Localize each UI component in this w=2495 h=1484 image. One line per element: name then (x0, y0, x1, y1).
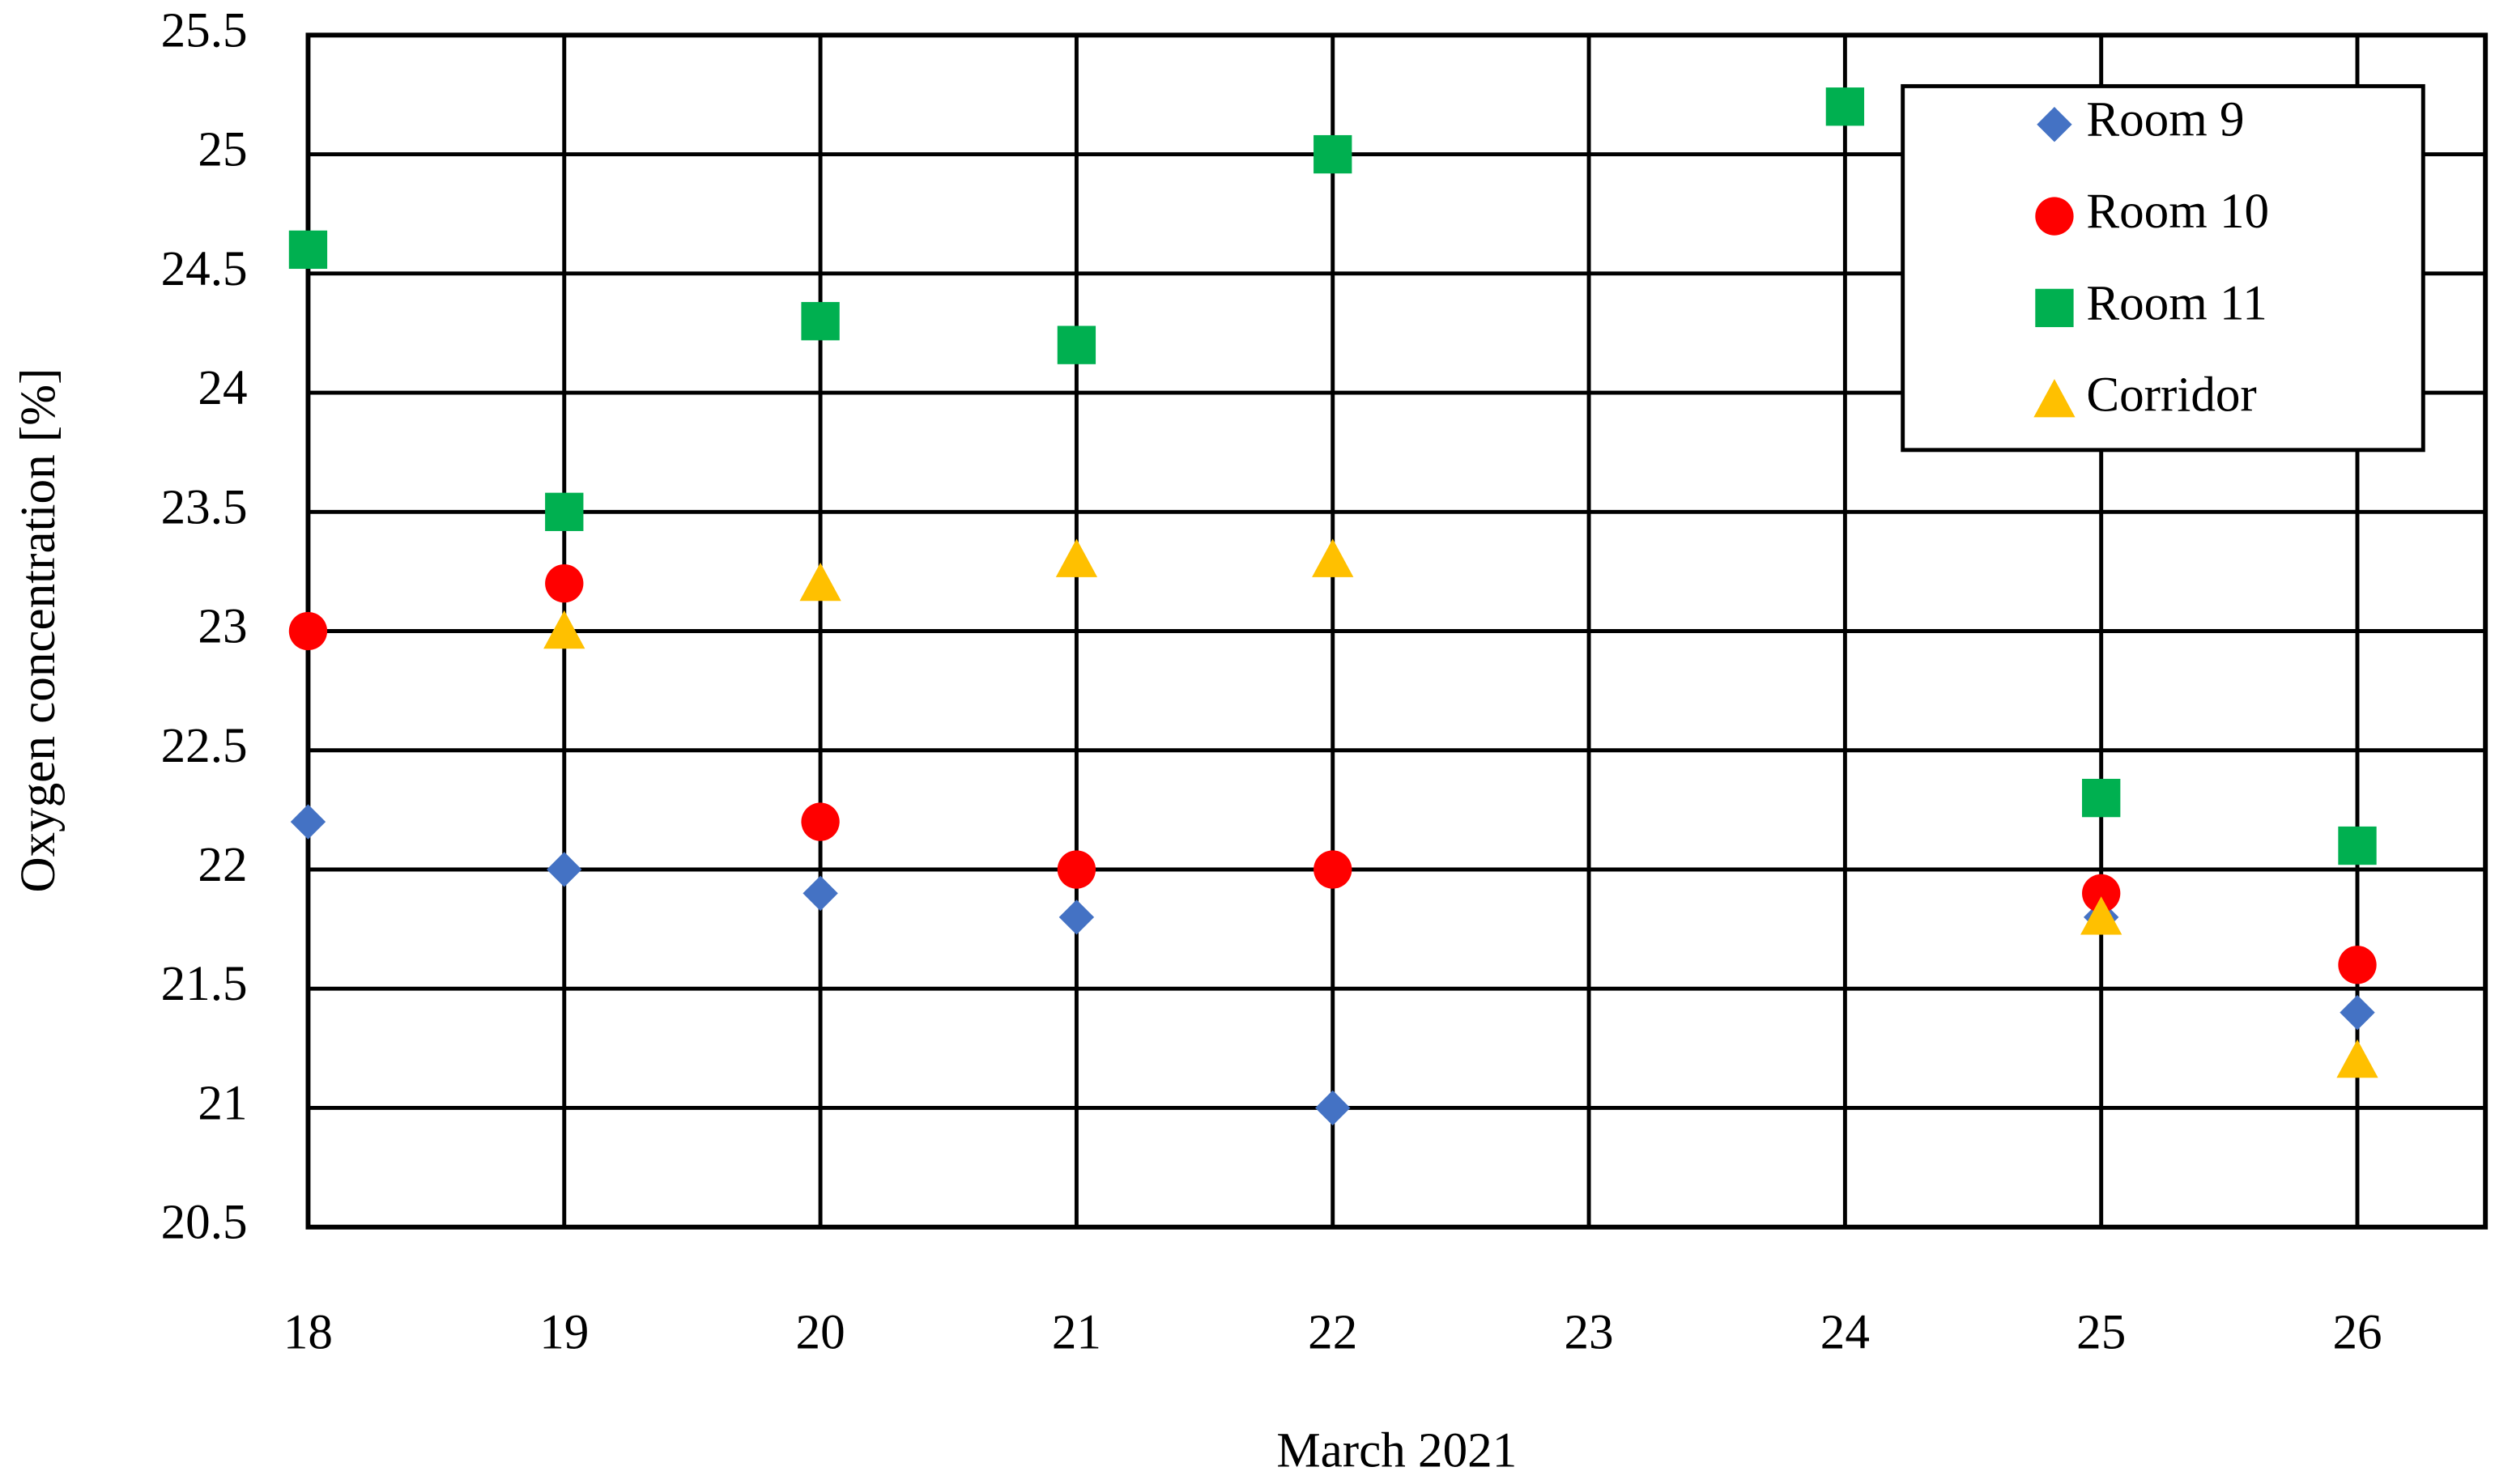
marker (2338, 826, 2377, 865)
marker (801, 802, 840, 841)
marker (799, 563, 841, 602)
marker (288, 611, 328, 651)
y-tick-label: 21.5 (161, 957, 248, 1011)
y-tick-label: 25 (198, 123, 247, 177)
marker (1313, 134, 1352, 174)
marker (288, 230, 328, 270)
legend-marker (2033, 379, 2076, 418)
marker (801, 302, 840, 341)
legend-label: Corridor (2086, 368, 2256, 423)
marker (2082, 778, 2121, 818)
marker (290, 804, 326, 840)
marker (2082, 874, 2121, 913)
marker (1825, 87, 1865, 126)
legend-marker (2035, 197, 2074, 236)
x-tick-label: 24 (1820, 1306, 1870, 1360)
marker (2338, 946, 2377, 984)
x-tick-label: 25 (2076, 1306, 2126, 1360)
x-tick-label: 19 (539, 1306, 589, 1360)
y-tick-label: 23 (198, 600, 247, 654)
x-tick-label: 23 (1565, 1306, 1614, 1360)
marker (545, 492, 584, 531)
y-tick-label: 24 (198, 361, 247, 415)
marker (2340, 994, 2375, 1031)
y-axis-title: Oxygen concentration [%] (11, 368, 66, 893)
marker (1055, 538, 1098, 577)
marker (545, 563, 584, 603)
x-tick-label: 21 (1052, 1306, 1101, 1360)
y-tick-label: 20.5 (161, 1196, 248, 1250)
marker (547, 852, 582, 887)
y-tick-label: 23.5 (161, 480, 248, 534)
marker (1313, 850, 1352, 889)
y-tick-label: 24.5 (161, 242, 248, 296)
x-tick-label: 26 (2332, 1306, 2382, 1360)
marker (543, 610, 585, 649)
marker (803, 875, 838, 912)
legend-label: Room 10 (2086, 185, 2269, 239)
marker (2336, 1039, 2378, 1078)
marker (1312, 538, 1354, 577)
legend-marker (2035, 288, 2074, 328)
x-tick-label: 18 (283, 1306, 333, 1360)
marker (1058, 899, 1095, 935)
legend-label: Room 11 (2086, 276, 2267, 330)
marker (2080, 896, 2122, 935)
x-tick-label: 22 (1308, 1306, 1357, 1360)
marker (1315, 1090, 1351, 1126)
y-tick-label: 22 (198, 838, 247, 892)
y-tick-label: 21 (198, 1076, 247, 1130)
legend: Room 9 Room 10 Room 11 Corridor (1901, 83, 2425, 453)
marker (1057, 850, 1096, 889)
x-tick-label: 20 (796, 1306, 845, 1360)
x-axis-title: March 2021 (1276, 1424, 1517, 1478)
y-tick-label: 25.5 (161, 3, 248, 57)
y-tick-label: 22.5 (161, 719, 248, 773)
legend-box (1901, 83, 2425, 453)
legend-label: Room 9 (2086, 93, 2244, 147)
marker (1057, 325, 1096, 364)
